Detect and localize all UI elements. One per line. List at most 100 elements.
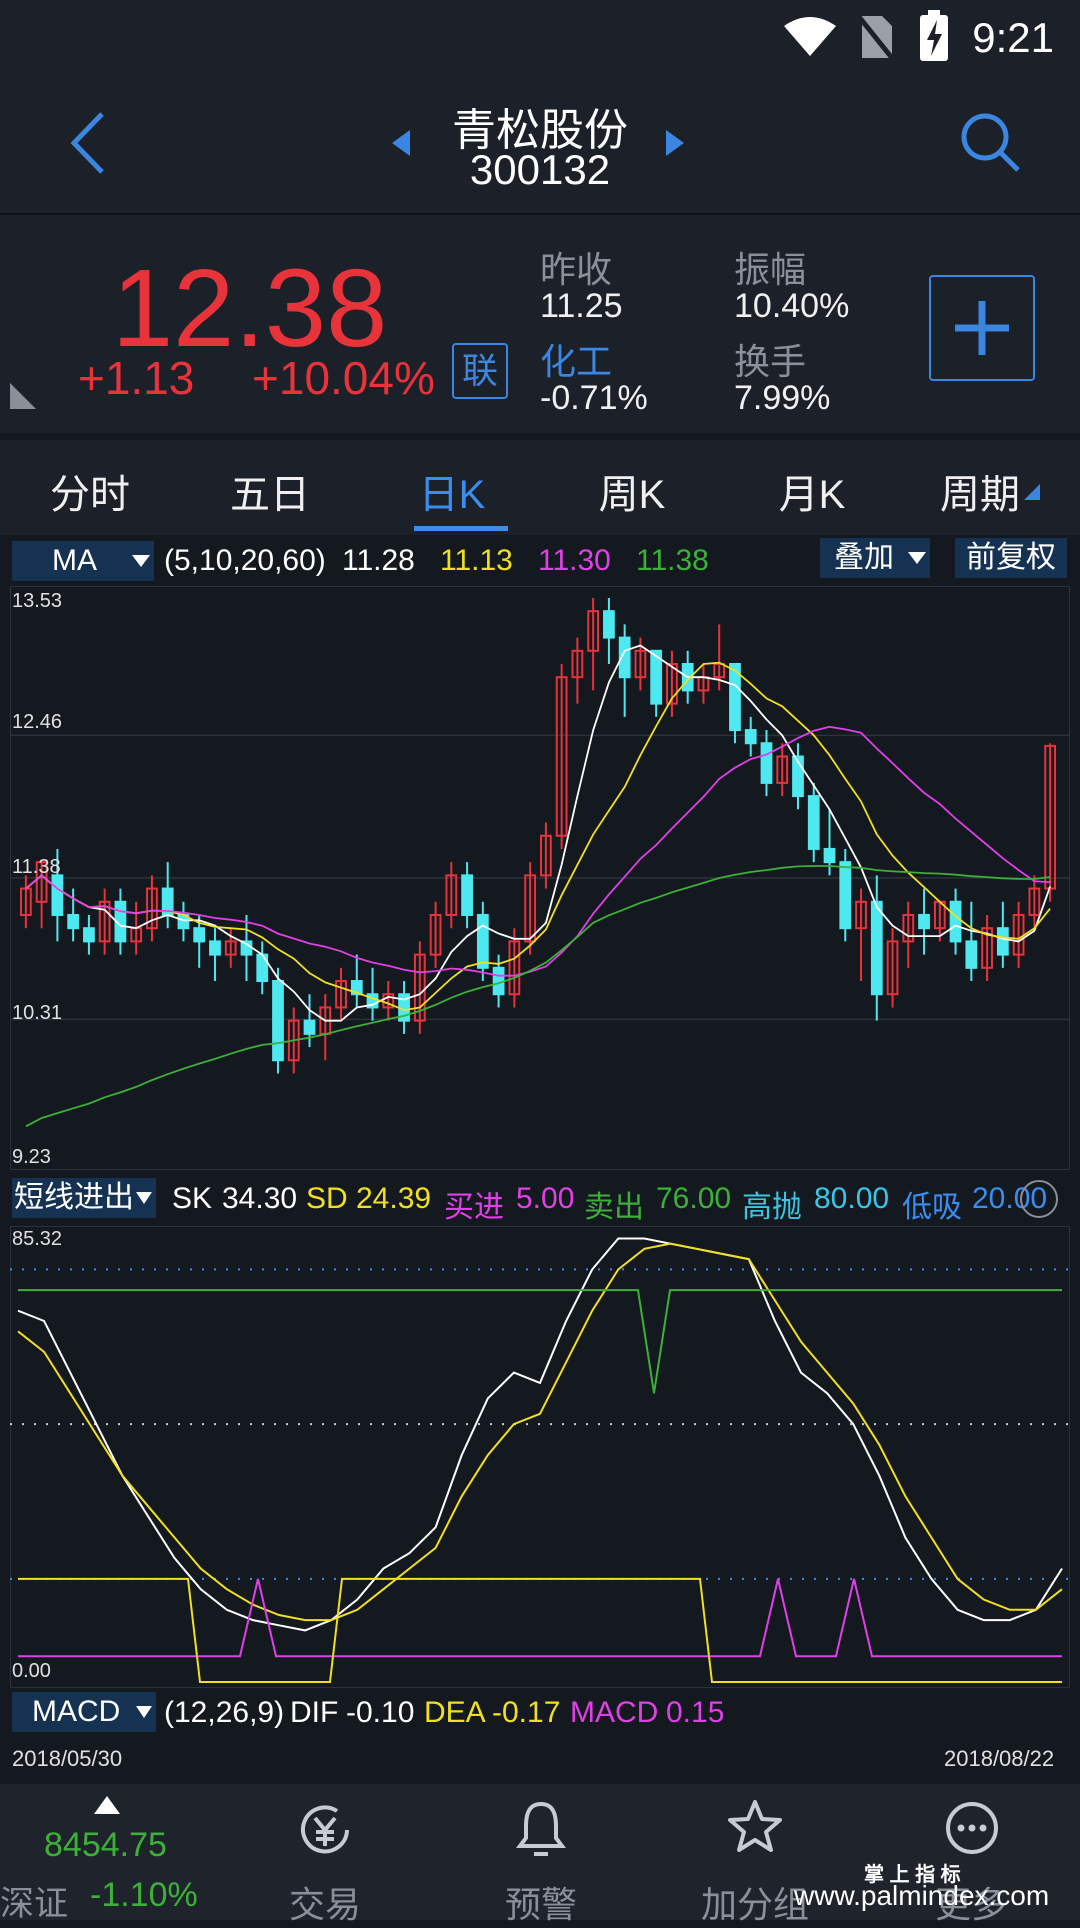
macd-selector[interactable]: MACD [12,1692,156,1732]
candle-body [382,993,395,1009]
price-axis-label: 10.31 [12,1002,63,1024]
candle-body [445,874,458,916]
prev-close-value: 11.25 [540,287,623,325]
index-change: -1.10% [90,1876,198,1914]
nav-alert[interactable]: 预警 [466,1784,616,1925]
sector-label[interactable]: 化工 [540,341,613,382]
clock: 9:21 [972,14,1054,61]
candle-body [524,874,537,943]
candle-body [870,900,883,996]
chevron-down-icon [908,552,926,564]
macd-selector-label: MACD [32,1695,121,1728]
candle-body [1028,887,1041,916]
candle-body [729,663,741,732]
candle-body [67,913,80,930]
ma60-line [25,865,1051,1128]
candle-body [98,900,111,943]
sk-axis-label: 85.32 [12,1228,63,1250]
candle-body [303,1019,316,1035]
chevron-down-icon [132,555,150,567]
price-change-pct: +10.04% [252,352,435,404]
candle-body [587,610,600,652]
dea-value: -0.17 [492,1696,561,1729]
nav-trade-label: 交易 [288,1884,361,1925]
candle-body [965,940,978,969]
indicator-selector[interactable]: 短线进出 [12,1178,156,1218]
price-axis-label: 12.46 [12,711,63,733]
macd-params: (12,26,9) [164,1696,285,1729]
back-icon[interactable] [68,110,108,176]
add-watchlist-button[interactable] [929,275,1035,381]
lian-badge[interactable]: 联 [452,343,508,399]
price-change: +1.13 [78,352,195,404]
low-label: 低吸 [902,1191,962,1224]
sd-label: SD [306,1182,348,1215]
dif-label: DIF [290,1696,339,1729]
nav-trade[interactable]: 交易 [250,1784,400,1925]
prev-close-label: 昨收 [540,249,613,290]
candle-body [413,953,426,1022]
title-bar: 青松股份 300132 [0,80,1080,215]
prev-stock-icon[interactable] [390,128,412,158]
plus-icon [955,301,1009,355]
candle-body [760,742,773,784]
nav-add-group[interactable]: 加分组 [680,1784,830,1925]
index-ticker[interactable]: 8454.75 深证 -1.10% [0,1784,220,1923]
buy-label: 买进 [444,1191,504,1224]
candle-body [461,874,473,916]
ma10-line [25,661,1051,1012]
price-axis-label: 9.23 [12,1146,51,1168]
candle-body [555,676,568,837]
candle-body [603,610,615,639]
start-date: 2018/05/30 [12,1746,123,1771]
sell-value: 76.00 [656,1182,732,1215]
candle-body [429,913,442,956]
candle-body [744,729,757,745]
ma20-value: 11.30 [538,544,611,577]
tab-period[interactable]: 周期 [940,473,1020,517]
index-name: 深证 [0,1885,68,1923]
turnover-label: 换手 [734,341,807,382]
turnover-value: 7.99% [734,379,831,417]
no-sim-icon [858,16,894,60]
candle-body [650,649,663,705]
macd-label: MACD [570,1696,659,1729]
nav-add-group-label: 加分组 [700,1884,809,1925]
adjust-button[interactable]: 前复权 [955,538,1067,578]
candle-body [209,940,221,956]
candle-body [713,663,726,679]
candle-body [902,913,915,943]
tab-five-day[interactable]: 五日 [230,473,310,517]
sell-line [18,1289,1062,1394]
next-stock-icon[interactable] [664,128,686,158]
period-dropdown-icon [1024,484,1040,500]
ma5-value: 11.28 [342,544,415,577]
sk-sd-chart[interactable] [10,1226,1070,1688]
candle-body [508,940,521,996]
candle-body [571,649,584,679]
help-icon[interactable] [1018,1178,1060,1220]
candle-body [224,940,237,956]
nav-more[interactable]: 更多 [896,1784,1046,1925]
overlay-label: 叠加 [834,541,894,574]
candle-body [35,861,48,903]
tab-weekly-k[interactable]: 周K [598,473,666,517]
chevron-down-icon [136,1192,152,1204]
amplitude-value: 10.40% [734,287,850,325]
candle-body [886,940,899,996]
macd-value: 0.15 [666,1696,725,1729]
stock-name: 青松股份 [452,106,628,155]
tab-monthly-k[interactable]: 月K [778,473,846,517]
price-axis-label: 11.38 [12,856,61,878]
ma-selector[interactable]: MA [12,541,154,581]
index-value: 8454.75 [44,1826,167,1864]
ma5-line [25,644,1051,1022]
search-icon[interactable] [958,110,1022,174]
tab-daily-k[interactable]: 日K [418,473,486,517]
candle-body [272,980,284,1062]
candlestick-chart[interactable] [10,586,1070,1170]
tab-intraday[interactable]: 分时 [50,473,130,517]
overlay-selector[interactable]: 叠加 [820,538,930,578]
amplitude-label: 振幅 [734,249,807,290]
candle-body [193,927,206,943]
